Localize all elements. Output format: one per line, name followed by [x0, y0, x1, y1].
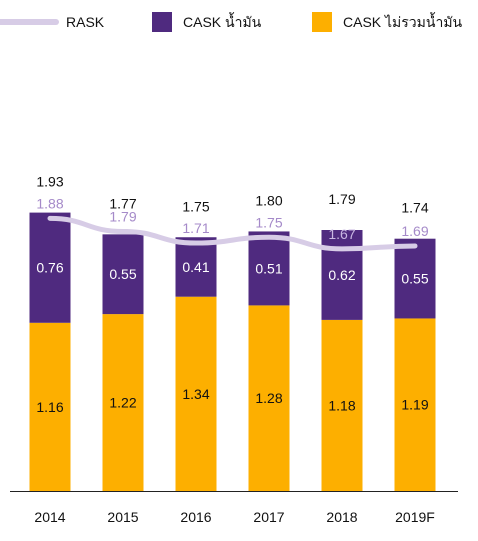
rask-label-2017: 1.75: [255, 214, 282, 230]
bar-fuel-2015: [102, 234, 144, 315]
bar-label-fuel-2017: 0.51: [255, 260, 282, 276]
bar-fuel-2016: [175, 237, 217, 297]
bar-fuel-2014: [29, 212, 71, 323]
x-tick-label-2015: 2015: [107, 509, 138, 525]
rask-label-2018: 1.67: [328, 226, 355, 242]
bar-label-noncost-fuel-2015: 1.22: [109, 395, 136, 411]
rask-label-2016: 1.71: [182, 220, 209, 236]
bar-noncost-fuel-2018: [321, 319, 363, 491]
rask-label-2019F: 1.69: [401, 223, 428, 239]
bar-label-noncost-fuel-2016: 1.34: [182, 386, 209, 402]
bar-fuel-2018: [321, 230, 363, 320]
legend-label-2: CASK ไม่รวมน้ำมัน: [343, 12, 463, 30]
rask-line-layer: [47, 215, 418, 252]
bar-label-noncost-fuel-2014: 1.16: [36, 399, 63, 415]
rask-line: [47, 215, 418, 252]
bars-layer: [29, 212, 436, 491]
bar-label-fuel-2015: 0.55: [109, 266, 136, 282]
legend-swatch-1: [152, 12, 172, 32]
bar-total-2019F: 1.74: [401, 200, 428, 216]
bar-label-noncost-fuel-2017: 1.28: [255, 390, 282, 406]
bar-noncost-fuel-2015: [102, 314, 144, 491]
x-axis: 2014 2015 2016 2017 2018 2019F: [10, 491, 458, 525]
labels-layer: 1.16 0.76 1.93 1.22 0.55 1.77 1.34 0.41 1.75 1.28…: [36, 174, 428, 415]
x-tick-label-2017: 2017: [253, 509, 284, 525]
bar-label-fuel-2018: 0.62: [328, 267, 355, 283]
bar-noncost-fuel-2017: [248, 305, 290, 491]
bar-label-noncost-fuel-2019F: 1.19: [401, 397, 428, 413]
bar-noncost-fuel-2014: [29, 322, 71, 491]
legend-label-0: RASK: [66, 14, 105, 30]
bar-total-2018: 1.79: [328, 191, 355, 207]
x-tick-label-2016: 2016: [180, 509, 211, 525]
bar-total-2016: 1.75: [182, 198, 209, 214]
bar-noncost-fuel-2019F: [394, 318, 436, 491]
bar-fuel-2017: [248, 231, 290, 306]
bar-fuel-2019F: [394, 238, 436, 319]
bar-total-2015: 1.77: [109, 195, 136, 211]
x-tick-label-2014: 2014: [34, 509, 65, 525]
bar-label-noncost-fuel-2018: 1.18: [328, 397, 355, 413]
bar-label-fuel-2014: 0.76: [36, 260, 63, 276]
rask-label-2014: 1.88: [36, 195, 63, 211]
bar-noncost-fuel-2016: [175, 296, 217, 491]
legend-swatch-2: [312, 12, 332, 32]
bar-label-fuel-2016: 0.41: [182, 259, 209, 275]
legend-label-1: CASK น้ำมัน: [183, 12, 262, 30]
rask-label-2015: 1.79: [109, 208, 136, 224]
bar-label-fuel-2019F: 0.55: [401, 271, 428, 287]
x-tick-label-2019F: 2019F: [395, 509, 435, 525]
bar-total-2017: 1.80: [255, 192, 282, 208]
bar-total-2014: 1.93: [36, 174, 63, 190]
legend: RASK CASK น้ำมัน CASK ไม่รวมน้ำมัน: [0, 12, 463, 32]
x-tick-label-2018: 2018: [326, 509, 357, 525]
